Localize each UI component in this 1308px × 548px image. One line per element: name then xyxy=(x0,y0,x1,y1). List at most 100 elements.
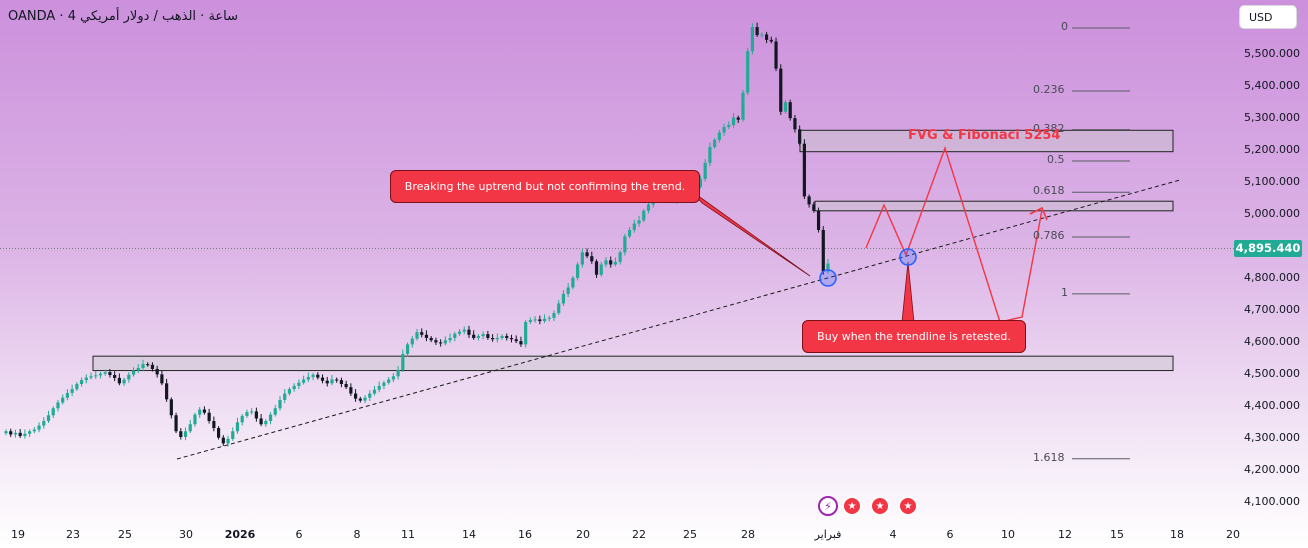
candle xyxy=(623,233,627,256)
candle xyxy=(231,427,235,441)
candle xyxy=(179,428,183,440)
candle xyxy=(344,380,348,390)
candle xyxy=(94,370,98,379)
candle xyxy=(429,336,433,343)
candle xyxy=(698,175,703,189)
callout-pointer xyxy=(689,189,811,277)
us-flag-icon[interactable]: ★ xyxy=(898,496,918,516)
fib-level-label: 0.236 xyxy=(1033,82,1065,96)
candle xyxy=(377,381,381,393)
candle xyxy=(273,405,277,417)
candle xyxy=(599,261,603,277)
candle xyxy=(816,207,821,233)
currency-button[interactable]: USD xyxy=(1239,5,1297,29)
x-tick-label: 14 xyxy=(462,528,476,541)
candle xyxy=(127,372,131,383)
candle xyxy=(165,378,169,402)
x-tick-label: 16 xyxy=(518,528,532,541)
candle xyxy=(37,422,41,433)
candle xyxy=(453,331,457,342)
candle xyxy=(193,412,197,427)
zone-rectangle[interactable] xyxy=(92,355,1174,372)
candle xyxy=(486,330,490,340)
candle xyxy=(481,331,485,340)
candle xyxy=(609,256,613,268)
x-tick-label: 11 xyxy=(401,528,415,541)
candle xyxy=(557,300,561,315)
candle xyxy=(542,314,547,323)
y-tick-label: 4,500.000 xyxy=(1244,366,1300,380)
candle xyxy=(760,32,764,38)
candle xyxy=(155,365,159,378)
candle xyxy=(538,315,542,325)
y-tick-label: 5,300.000 xyxy=(1244,111,1300,125)
candle xyxy=(150,362,155,372)
candle xyxy=(98,371,103,379)
x-tick-label: 22 xyxy=(632,528,646,541)
zone-rectangle[interactable] xyxy=(814,200,1174,212)
candle xyxy=(32,427,36,434)
fib-level-label: 0.5 xyxy=(1047,152,1065,166)
callout-breaking-uptrend[interactable]: Breaking the uptrend but not confirming … xyxy=(390,170,700,203)
candle xyxy=(287,387,292,396)
x-tick-label: 6 xyxy=(295,528,303,541)
candle xyxy=(221,435,225,446)
candle xyxy=(302,375,306,385)
candle xyxy=(382,380,386,390)
candle xyxy=(136,364,140,374)
candle xyxy=(788,99,792,121)
symbol-title[interactable]: OANDA · ‎4 ‏ساعة · الذهب / دولار أمريكي xyxy=(8,9,239,24)
candle xyxy=(117,373,121,386)
fvg-zone-label: FVG & Fibonaci 5254 xyxy=(908,128,1061,143)
candle xyxy=(169,397,173,419)
fib-level-label: 0 xyxy=(1061,20,1068,34)
candle xyxy=(528,317,532,324)
candle xyxy=(769,36,773,44)
candle xyxy=(306,372,310,383)
candle xyxy=(56,399,60,412)
candle xyxy=(75,382,79,392)
candle xyxy=(566,283,570,298)
candle xyxy=(372,385,377,396)
fib-level-label: 1.618 xyxy=(1033,450,1065,464)
fib-level-label: 0.618 xyxy=(1033,184,1065,198)
candle xyxy=(755,22,759,37)
last-price-tag: 4,895.440 xyxy=(1234,240,1302,257)
candle xyxy=(505,333,509,341)
candle xyxy=(500,334,504,340)
candle xyxy=(708,142,712,167)
us-flag-icon[interactable]: ★ xyxy=(842,496,862,516)
candle xyxy=(368,390,372,401)
candle xyxy=(396,366,400,380)
candle xyxy=(439,339,443,347)
candle xyxy=(131,367,136,377)
lightning-icon[interactable]: ⚡ xyxy=(818,496,838,516)
y-tick-label: 4,100.000 xyxy=(1244,494,1300,508)
candle xyxy=(311,372,315,381)
candle xyxy=(320,374,325,384)
retest-marker xyxy=(819,269,837,287)
candle xyxy=(443,336,447,346)
x-tick-label: 25 xyxy=(118,528,132,541)
candle xyxy=(793,114,797,133)
candle xyxy=(264,419,268,427)
candle xyxy=(103,369,107,376)
x-tick-label: 10 xyxy=(1001,528,1015,541)
candle xyxy=(283,389,287,404)
candle xyxy=(108,368,112,378)
candle xyxy=(448,333,452,343)
us-flag-icon[interactable]: ★ xyxy=(870,496,890,516)
candle xyxy=(349,383,353,397)
candle xyxy=(174,412,178,434)
candle xyxy=(594,259,599,278)
projection-arrowhead xyxy=(1029,206,1048,221)
candle xyxy=(297,379,301,390)
callout-buy-retest[interactable]: Buy when the trendline is retested. xyxy=(802,320,1026,353)
candle xyxy=(240,414,244,426)
candle xyxy=(363,395,367,404)
candle xyxy=(632,219,636,233)
x-tick-label: 20 xyxy=(576,528,590,541)
candle xyxy=(618,250,622,265)
candle xyxy=(42,417,46,429)
